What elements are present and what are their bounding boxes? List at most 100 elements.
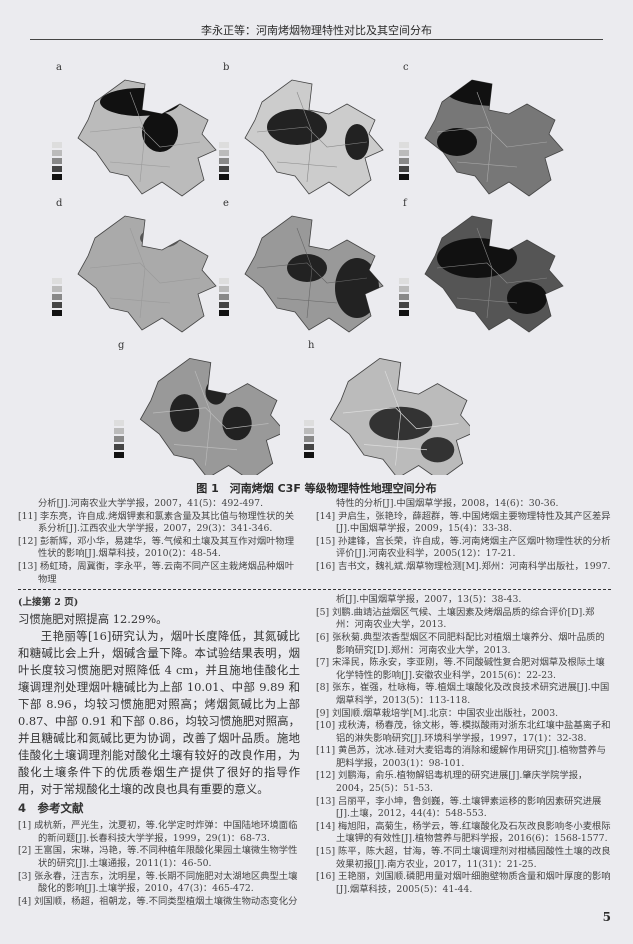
legend-swatch (114, 436, 124, 442)
legend-swatch (219, 302, 229, 308)
legend-swatch (219, 142, 229, 148)
legend (399, 278, 409, 316)
page-number: 5 (602, 910, 611, 925)
reference-item: [11] 黄邑苏，沈冰.硅对大麦铝毒的消除和缓解作用研究[J].植物营养与肥料学… (316, 745, 606, 769)
region-shade (169, 394, 200, 432)
map-panel-c: c (395, 62, 565, 197)
legend-swatch (52, 278, 62, 284)
region-shade (437, 238, 517, 278)
main-text: (上接第 2 页) 习惯施肥对照提高 12.29%。 王艳丽等[16]研究认为，… (18, 594, 300, 817)
legend-swatch (219, 174, 229, 180)
legend-swatch (52, 310, 62, 316)
paragraph: 王艳丽等[16]研究认为，烟叶长度降低，其氮碱比和糖碱比会上升，烟碱含量下降。本… (18, 629, 300, 797)
figure-caption: 图 1 河南烤烟 C3F 等级物理特性地理空间分布 (196, 482, 437, 495)
legend (304, 420, 314, 458)
panel-label: d (56, 198, 63, 209)
reference-item: [11] 李东亮，许自成.烤烟钾素和氯素含量及其比值与物理性状的关系分析[J].… (18, 510, 295, 535)
right-column: 析[J].中国烟草学报，2007，13(5)：38-43. [5] 刘鹏.曲靖沾益… (316, 594, 611, 924)
left-column: (上接第 2 页) 习惯施肥对照提高 12.29%。 王艳丽等[16]研究认为，… (18, 594, 300, 908)
panel-label: a (56, 62, 62, 73)
reference-item: [9] 刘国顺.烟草栽培学[M].北京：中国农业出版社，2003. (316, 707, 559, 719)
region-shade (507, 282, 547, 314)
divider (18, 589, 611, 591)
region-shade (267, 109, 327, 145)
legend-swatch (52, 294, 62, 300)
reference-item: [6] 张秋菊.典型浓香型烟区不同肥料配比对植烟土壤养分、烟叶品质的影响研究[D… (316, 631, 605, 656)
legend-swatch (219, 278, 229, 284)
reference-item: [14] 尹启生，张艳玲，薛超群，等.中国烤烟主要物理特性及其产区差异[J].中… (316, 510, 611, 535)
references-right: 析[J].中国烟草学报，2007，13(5)：38-43. [5] 刘鹏.曲靖沾益… (316, 594, 611, 896)
reference-item: [14] 梅旭阳，高菊生，杨学云，等.红壤酸化及石灰改良影响冬小麦根际土壤钾的有… (316, 820, 611, 845)
region-shade (420, 437, 455, 463)
region-shade (437, 128, 477, 156)
legend-swatch (399, 278, 409, 284)
legend-swatch (399, 166, 409, 172)
legend-swatch (219, 158, 229, 164)
legend-swatch (52, 150, 62, 156)
panel-label: b (223, 62, 230, 73)
reference-item: [3] 张永春，汪吉东，沈明星，等.长期不同施肥对太湖地区典型土壤酸化的影响[J… (18, 870, 298, 895)
map-panel-h: h (300, 340, 470, 475)
region-shade (345, 124, 369, 160)
continued-note: (上接第 2 页) (18, 597, 79, 609)
reference-item: [13] 吕丽平，李小坤，鲁剑巍，等.土壤钾素运移的影响因素研究进展[J].土壤… (316, 795, 602, 820)
legend-swatch (399, 294, 409, 300)
legend-swatch (52, 166, 62, 172)
legend (52, 278, 62, 316)
legend (219, 142, 229, 180)
legend-swatch (114, 420, 124, 426)
reference-item: [15] 孙建锋，宫长荣，许自成，等.河南烤烟主产区烟叶物理性状的分析评价[J]… (316, 535, 611, 560)
text-line: 习惯施肥对照提高 12.29%。 (18, 612, 168, 627)
reference-item: [13] 杨虹琦，周冀衡，李永平，等.云南不同产区主栽烤烟品种烟叶物理 (18, 560, 295, 585)
legend-swatch (52, 174, 62, 180)
reference-item: [8] 张东，崔强，杜咏梅，等.植烟土壤酸化及改良技术研究进展[J].中国烟草科… (316, 682, 610, 706)
legend-swatch (219, 286, 229, 292)
bottom-row: (上接第 2 页) 习惯施肥对照提高 12.29%。 王艳丽等[16]研究认为，… (18, 594, 611, 924)
legend-swatch (304, 420, 314, 426)
reference-item: 分析[J].河南农业大学学报，2007，41(5)：492-497. (38, 498, 264, 509)
legend-swatch (399, 142, 409, 148)
legend (219, 278, 229, 316)
region-shade (222, 406, 252, 441)
map-panel-a: a (48, 62, 218, 197)
reference-item: [7] 宋泽民，陈永安，李亚刚，等.不同酸碱性复合肥对烟草及根际土壤化学特性的影… (316, 657, 605, 681)
reference-item: [5] 刘鹏.曲靖沾益烟区气候、土壤因素及烤烟品质的综合评价[D].郑州：河南农… (316, 606, 595, 631)
legend-swatch (304, 452, 314, 458)
region-shade (142, 112, 178, 152)
legend-swatch (219, 310, 229, 316)
references-left: [1] 成杭新，严光生，沈夏初，等.化学定时炸弹：中国陆地环境面临的新问题[J]… (18, 820, 300, 908)
region-shade (369, 406, 433, 441)
legend (399, 142, 409, 180)
panel-label: c (403, 62, 409, 73)
legend-swatch (52, 142, 62, 148)
section-title: 4 参考文献 (18, 801, 84, 816)
map-panel-f: f (395, 198, 565, 333)
legend-swatch (52, 158, 62, 164)
legend-swatch (114, 452, 124, 458)
legend (52, 142, 62, 180)
reference-item: 析[J].中国烟草学报，2007，13(5)：38-43. (336, 594, 522, 606)
reference-item: [15] 陈平，陈大超，甘海，等.不同土壤调理剂对柑橘园酸性土壤的改良效果初报[… (316, 846, 611, 870)
running-header: 李永正等：河南烤烟物理特性对比及其空间分布 (30, 22, 603, 40)
legend-swatch (399, 286, 409, 292)
legend-swatch (399, 150, 409, 156)
legend-swatch (219, 150, 229, 156)
legend-swatch (52, 286, 62, 292)
map-panel-b: b (215, 62, 385, 197)
legend-swatch (52, 302, 62, 308)
legend-swatch (399, 174, 409, 180)
reference-item: [1] 成杭新，严光生，沈夏初，等.化学定时炸弹：中国陆地环境面临的新问题[J]… (18, 820, 298, 844)
panel-label: h (308, 340, 315, 351)
region-shade (287, 254, 327, 282)
legend-swatch (304, 444, 314, 450)
legend-swatch (304, 428, 314, 434)
map-panel-g: g (110, 340, 280, 475)
reference-item: [12] 彭新辉，邓小华，易建华，等.气候和土壤及其互作对烟叶物理性状的影响[J… (18, 535, 295, 560)
reference-item: [2] 王富国，宋琳，冯艳，等.不同种植年限酸化果园土壤微生物学性状的研究[J]… (18, 845, 298, 869)
map-panel-e: e (215, 198, 385, 333)
refs-top-right: 特性的分析[J].中国烟草学报，2008，14(6)：30-36. [14] 尹启… (316, 498, 611, 574)
reference-item: [10] 戎秋涛，杨春茂，徐文彬，等.模拟酸雨对浙东北红壤中盐基离子和铝的淋失影… (316, 720, 611, 744)
legend-swatch (399, 302, 409, 308)
reference-item: [16] 王艳丽，刘国顺.磷肥用量对烟叶细胞壁物质含量和烟叶厚度的影响[J].烟… (316, 871, 611, 895)
